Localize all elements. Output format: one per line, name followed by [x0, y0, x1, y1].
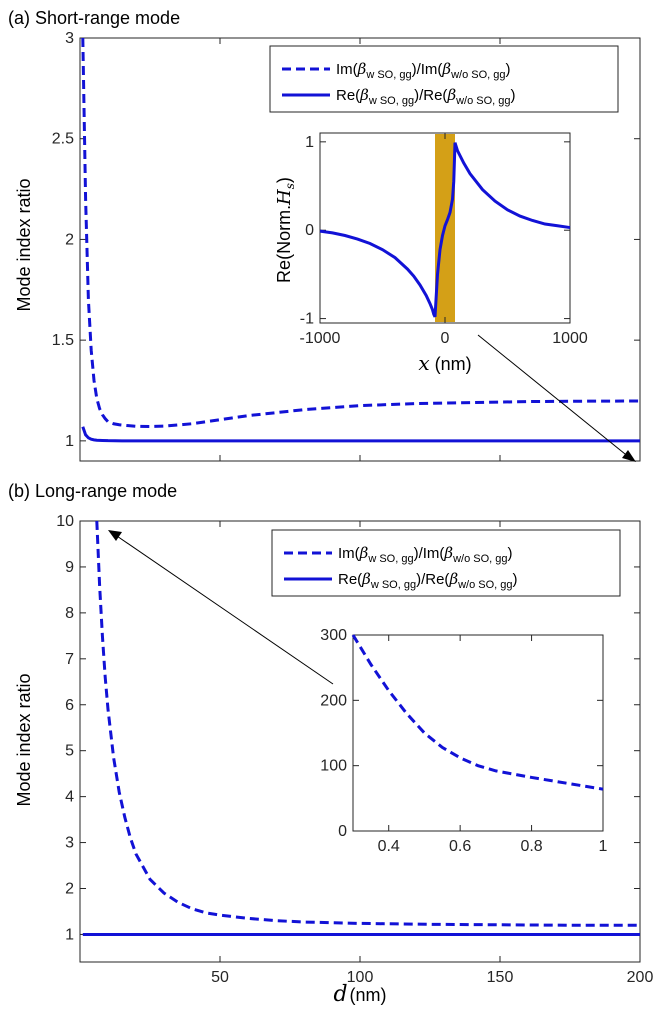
inset-b-im-ratio-line — [351, 634, 604, 791]
inset-b-x-ticks: 0.4 0.6 0.8 1 — [378, 635, 608, 855]
panel-b-xtick-label: 100 — [347, 969, 374, 986]
inset-b-xtick-label: 1 — [599, 838, 608, 855]
inset-a-xlabel: x (nm) — [418, 351, 471, 375]
inset-b-y-ticks: 0 100 200 300 — [320, 627, 603, 840]
panel-b-legend-box — [271, 529, 621, 597]
panel-a-zoom-arrow — [477, 334, 631, 459]
panel-b-ytick-label: 7 — [65, 651, 74, 668]
panel-a-ytick-label: 2.5 — [52, 131, 74, 148]
panel-a-ytick-label: 3 — [65, 30, 74, 47]
inset-b-ytick-label: 200 — [320, 692, 347, 709]
panel-b-ytick-label: 9 — [65, 559, 74, 576]
panel-a-x-ticks — [219, 38, 501, 461]
inset-a-x-ticks: -1000 0 1000 — [300, 133, 588, 347]
inset-a-xtick-label: 1000 — [552, 330, 588, 347]
inset-b-ytick-label: 300 — [320, 627, 347, 644]
panel-a-legend-label-im: Im(βw SO, gg)/Im(βw/o SO, gg) — [336, 60, 511, 81]
panel-b-ytick-label: 8 — [65, 605, 74, 622]
inset-b-ytick-label: 0 — [338, 823, 347, 840]
panel-b-zoom-arrowhead — [108, 530, 122, 541]
inset-a-series — [319, 142, 571, 318]
panel-a-zoom-arrowhead — [622, 450, 636, 462]
panel-b-xlabel: d (nm) — [333, 982, 386, 1007]
panel-b-series — [82, 520, 640, 936]
panel-b-im-ratio-line — [95, 520, 640, 927]
panel-b-ytick-label: 5 — [65, 743, 74, 760]
panel-b-zoom-arrow — [113, 533, 334, 685]
inset-a-xtick-label: -1000 — [300, 330, 341, 347]
panel-b-ylabel: Mode index ratio — [14, 673, 34, 806]
inset-a-y-ticks: -1 0 1 — [300, 134, 570, 328]
inset-a-ytick-label: -1 — [300, 311, 314, 328]
panel-b-xtick-label: 200 — [627, 969, 654, 986]
panel-a-ytick-label: 1.5 — [52, 332, 74, 349]
panel-a-title: (a) Short-range mode — [8, 8, 180, 28]
panel-b-ytick-label: 10 — [56, 513, 74, 530]
panel-b-legend-label-im: Im(βw SO, gg)/Im(βw/o SO, gg) — [338, 544, 513, 565]
panel-b-ytick-label: 6 — [65, 697, 74, 714]
inset-b-plot-area — [352, 634, 604, 832]
inset-b-xtick-label: 0.8 — [520, 838, 542, 855]
panel-a-ytick-label: 2 — [65, 231, 74, 248]
inset-a-ylabel: Re(Norm.Hs) — [274, 177, 297, 283]
inset-a-ytick-label: 0 — [305, 222, 314, 239]
inset-a-field-line — [319, 142, 571, 318]
panel-b-ytick-label: 4 — [65, 789, 74, 806]
panel-b-legend-label-re: Re(βw SO, gg)/Re(βw/o SO, gg) — [338, 570, 518, 591]
panel-a-re-ratio-line — [81, 426, 640, 443]
inset-a-ytick-label: 1 — [305, 134, 314, 151]
panel-a-legend: Im(βw SO, gg)/Im(βw/o SO, gg) Re(βw SO, … — [269, 45, 619, 113]
panel-b-ytick-label: 1 — [65, 926, 74, 943]
panel-a-im-ratio-line — [81, 37, 641, 429]
inset-b-xtick-label: 0.4 — [378, 838, 400, 855]
panel-a-ylabel: Mode index ratio — [14, 178, 34, 311]
inset-b-series — [351, 634, 604, 791]
panel-b-ytick-label: 3 — [65, 835, 74, 852]
inset-a-xtick-label: 0 — [441, 330, 450, 347]
panel-b-ytick-label: 2 — [65, 881, 74, 898]
panel-b-legend: Im(βw SO, gg)/Im(βw/o SO, gg) Re(βw SO, … — [271, 529, 621, 597]
inset-b-xtick-label: 0.6 — [449, 838, 471, 855]
panel-a-series — [81, 37, 641, 443]
panel-a-legend-label-re: Re(βw SO, gg)/Re(βw/o SO, gg) — [336, 86, 516, 107]
panel-b-xtick-label: 150 — [487, 969, 514, 986]
panel-b-xtick-label: 50 — [211, 969, 229, 986]
panel-a-ytick-label: 1 — [65, 433, 74, 450]
panel-b-x-ticks: 50 100 150 200 — [211, 521, 653, 986]
inset-b-ytick-label: 100 — [320, 758, 347, 775]
panel-a-legend-box — [269, 45, 619, 113]
panel-b-title: (b) Long-range mode — [8, 481, 177, 501]
